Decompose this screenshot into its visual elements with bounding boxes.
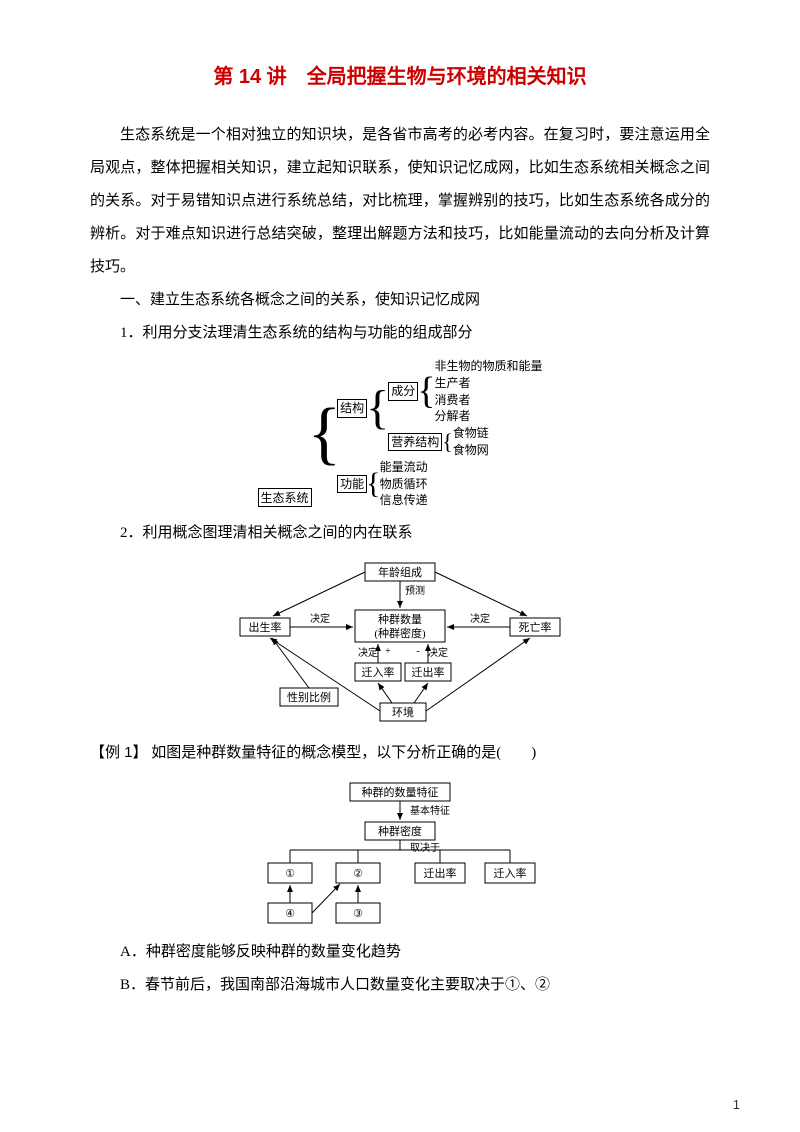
tree-nutrition: 营养结构 [388, 433, 442, 452]
section-1-heading: 一、建立生态系统各概念之间的关系，使知识记忆成网 [90, 284, 710, 317]
fig-b4: 迁入率 [494, 866, 527, 880]
node-age: 年龄组成 [378, 565, 422, 579]
tree-leaf: 食物链 [453, 425, 489, 442]
intro-paragraph: 生态系统是一个相对独立的知识块，是各省市高考的必考内容。在复习时，要注意运用全局… [90, 119, 710, 284]
brace-icon: { [366, 395, 389, 421]
lbl-decide: 决定 [358, 646, 378, 659]
lbl-decide: 决定 [428, 646, 448, 659]
tree-leaf: 食物网 [453, 442, 489, 459]
node-out: 迁出率 [412, 665, 445, 679]
fig-c1: ④ [285, 908, 295, 920]
lbl-minus: - [416, 646, 419, 657]
node-env: 环境 [392, 705, 414, 719]
lbl-minus: - [451, 623, 454, 634]
example-stem: 如图是种群数量特征的概念模型，以下分析正确的是( ) [151, 745, 536, 761]
node-qty2: (种群密度) [374, 626, 426, 640]
page-title: 第 14 讲 全局把握生物与环境的相关知识 [90, 60, 710, 89]
node-qty1: 种群数量 [378, 612, 422, 626]
fig-c2: ③ [353, 908, 363, 920]
fig-l1: 基本特征 [410, 804, 450, 817]
concept-map: 年龄组成 出生率 种群数量 (种群密度) 死亡率 迁入率 迁出率 性别比例 环境 [90, 558, 710, 728]
fig-l2: 取决于 [410, 842, 440, 854]
lbl-decide: 决定 [470, 612, 490, 625]
tree-leaf: 非生物的物质和能量 [434, 358, 542, 375]
brace-icon: { [366, 476, 380, 493]
fig-top: 种群的数量特征 [362, 785, 439, 799]
node-birth: 出生率 [249, 620, 282, 634]
fig-b3: 迁出率 [424, 866, 457, 880]
tree-structure: 结构 [337, 399, 367, 418]
tree-components: 成分 [388, 382, 418, 401]
brace-icon: { [442, 435, 453, 448]
tree-leaf: 消费者 [434, 392, 542, 409]
tree-leaf: 能量流动 [380, 459, 428, 476]
example-1: 【例 1】 如图是种群数量特征的概念模型，以下分析正确的是( ) [90, 736, 710, 770]
fig-b1: ① [285, 868, 295, 880]
option-a: A．种群密度能够反映种群的数量变化趋势 [90, 936, 710, 969]
lbl-decide: 决定 [310, 612, 330, 625]
section-1-2: 2．利用概念图理清相关概念之间的内在联系 [90, 517, 710, 550]
example-label: 【例 1】 [90, 744, 148, 761]
concept-svg: 年龄组成 出生率 种群数量 (种群密度) 死亡率 迁入率 迁出率 性别比例 环境 [220, 558, 580, 728]
fig-b2: ② [353, 868, 363, 880]
tree-leaf: 生产者 [434, 375, 542, 392]
page: 第 14 讲 全局把握生物与环境的相关知识 生态系统是一个相对独立的知识块，是各… [0, 0, 800, 1042]
figure-svg: 种群的数量特征 基本特征 种群密度 取决于 ① ② 迁出率 [250, 778, 550, 928]
fig-mid: 种群密度 [378, 824, 422, 838]
tree-leaf: 物质循环 [380, 476, 428, 493]
lbl-predict: 预测 [405, 584, 425, 597]
brace-icon: { [308, 413, 342, 455]
node-in: 迁入率 [362, 665, 395, 679]
option-b: B．春节前后，我国南部沿海城市人口数量变化主要取决于①、② [90, 969, 710, 1002]
section-1-1: 1．利用分支法理清生态系统的结构与功能的组成部分 [90, 317, 710, 350]
brace-icon: { [417, 382, 435, 401]
node-sex: 性别比例 [287, 690, 331, 704]
tree-function: 功能 [337, 475, 367, 494]
lbl-plus: + [385, 646, 391, 657]
node-death: 死亡率 [519, 620, 552, 634]
tree-root: 生态系统 [258, 488, 312, 507]
tree-leaf: 分解者 [434, 408, 542, 425]
page-number: 1 [733, 1097, 740, 1112]
lbl-plus: + [345, 623, 351, 634]
tree-diagram: 生态系统 { 结构 { 成分 { 非生物的物质和能量 生产者 消费者 [90, 358, 710, 509]
example-figure: 种群的数量特征 基本特征 种群密度 取决于 ① ② 迁出率 [90, 778, 710, 928]
tree-leaf: 信息传递 [380, 492, 428, 509]
